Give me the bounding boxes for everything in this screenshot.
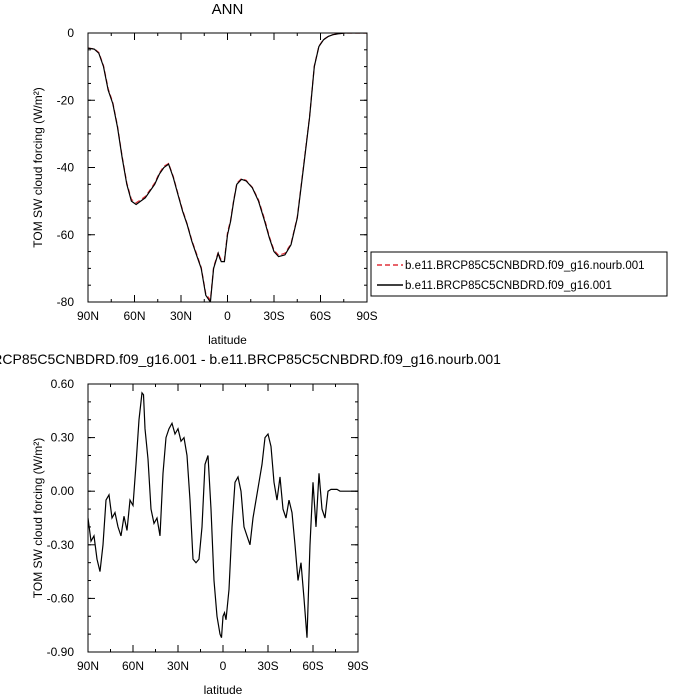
y-tick-label: 0.30 — [51, 431, 75, 445]
chart-title: ANN — [212, 1, 244, 18]
x-tick-label: 0 — [224, 309, 231, 323]
y-tick-label: -0.90 — [47, 645, 75, 659]
y-tick-label: -80 — [57, 295, 75, 309]
x-tick-label: 90S — [356, 309, 377, 323]
x-tick-label: 60N — [122, 659, 144, 673]
x-tick-label: 60S — [302, 659, 323, 673]
y-tick-label: -60 — [57, 228, 75, 242]
series-line-0 — [88, 391, 358, 638]
y-tick-label: 0 — [67, 26, 74, 40]
plot-frame — [87, 32, 368, 303]
y-tick-label: 0.00 — [51, 484, 75, 498]
y-tick-label: -0.60 — [47, 591, 75, 605]
y-tick-label: 0.60 — [51, 377, 75, 391]
x-tick-label: 60S — [310, 309, 331, 323]
series-line-0 — [88, 33, 367, 302]
series-line-1 — [88, 33, 367, 302]
x-axis-label: latitude — [208, 333, 247, 347]
x-tick-label: 90N — [77, 659, 99, 673]
y-axis-label: TOM SW cloud forcing (W/m²) — [31, 87, 45, 247]
x-axis-label: latitude — [204, 683, 243, 697]
x-tick-label: 30S — [257, 659, 278, 673]
chart-title: b.e11.BRCP85C5CNBDRD.f09_g16.001 - b.e11… — [0, 351, 501, 367]
chart-panel-bottom: b.e11.BRCP85C5CNBDRD.f09_g16.001 - b.e11… — [0, 351, 501, 697]
y-tick-label: -20 — [57, 93, 75, 107]
x-tick-label: 30N — [170, 309, 192, 323]
x-tick-label: 90S — [347, 659, 368, 673]
y-axis-label: TOM SW cloud forcing (W/m²) — [31, 438, 45, 598]
y-tick-label: -0.30 — [47, 538, 75, 552]
x-tick-label: 30N — [167, 659, 189, 673]
plot-frame — [87, 383, 359, 653]
legend-label-0: b.e11.BRCP85C5CNBDRD.f09_g16.nourb.001 — [405, 260, 645, 272]
x-tick-label: 0 — [220, 659, 227, 673]
x-tick-label: 90N — [77, 309, 99, 323]
x-tick-label: 30S — [263, 309, 284, 323]
legend: b.e11.BRCP85C5CNBDRD.f09_g16.nourb.001 b.… — [370, 251, 668, 297]
chart-panel-top: ANN 90N 60N 30N 0 30S 60S 90S 0 -20 -40 -60 -80 latit… — [31, 1, 378, 347]
x-tick-label: 60N — [123, 309, 145, 323]
legend-box — [370, 251, 668, 297]
legend-label-1: b.e11.BRCP85C5CNBDRD.f09_g16.001 — [405, 280, 612, 292]
y-tick-label: -40 — [57, 161, 75, 175]
